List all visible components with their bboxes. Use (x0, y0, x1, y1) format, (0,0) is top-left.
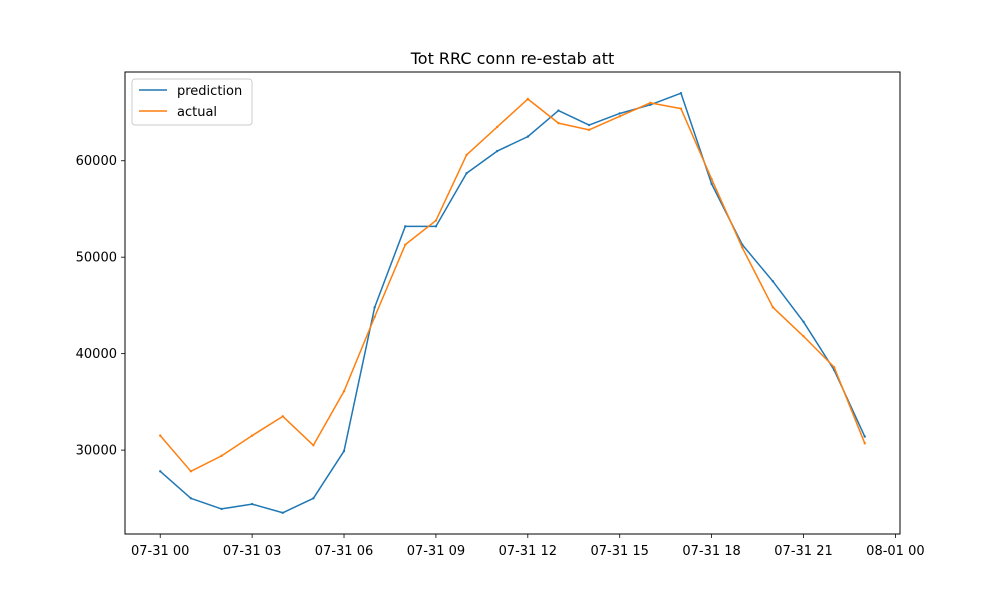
data-point-prediction (342, 449, 346, 453)
data-point-actual (373, 315, 376, 319)
data-point-prediction (802, 320, 805, 324)
plot-lines (159, 92, 866, 514)
x-tick-label: 07-31 03 (223, 544, 281, 559)
data-point-actual (649, 101, 652, 105)
data-point-actual (710, 177, 713, 181)
data-point-actual (679, 107, 683, 110)
x-tick-label: 07-31 21 (774, 544, 832, 559)
series-line-prediction (159, 92, 866, 514)
data-point-prediction (526, 135, 530, 138)
data-point-actual (832, 365, 836, 369)
data-point-prediction (373, 306, 376, 309)
data-point-actual (526, 97, 530, 101)
data-point-prediction (557, 109, 560, 112)
data-point-prediction (771, 280, 775, 283)
data-point-actual (159, 434, 162, 437)
data-point-prediction (404, 225, 407, 228)
data-point-actual (312, 444, 315, 447)
data-point-actual (618, 115, 621, 118)
data-point-prediction (495, 149, 499, 153)
x-tick-label: 07-31 15 (590, 544, 648, 559)
x-tick-label: 07-31 12 (499, 544, 557, 559)
data-point-prediction (250, 502, 254, 506)
data-point-actual (863, 442, 866, 445)
data-point-prediction (618, 112, 621, 115)
y-axis: 30000 40000 50000 60000 (76, 154, 125, 459)
data-point-actual (189, 470, 193, 473)
data-point-actual (342, 390, 346, 393)
plot-frame (124, 71, 901, 535)
x-tick-label: 08-01 00 (866, 544, 924, 559)
data-point-prediction (710, 182, 713, 186)
data-point-prediction (649, 103, 652, 106)
y-tick-label: 30000 (76, 444, 117, 459)
data-point-actual (802, 335, 805, 338)
data-point-prediction (281, 511, 284, 514)
y-tick-label: 40000 (76, 347, 117, 362)
y-tick-label: 50000 (76, 251, 117, 266)
x-axis: 07-31 00 07-31 03 07-31 06 07-31 09 07-31 12… (131, 534, 925, 559)
data-point-prediction (587, 123, 591, 127)
data-point-actual (495, 125, 499, 129)
data-point-actual (587, 128, 591, 132)
legend-label-prediction: prediction (177, 84, 242, 99)
data-point-prediction (465, 172, 468, 175)
data-point-actual (771, 306, 775, 309)
legend-label-actual: actual (177, 105, 217, 120)
data-point-prediction (220, 507, 223, 511)
x-tick-label: 07-31 00 (131, 544, 189, 559)
data-point-prediction (863, 435, 866, 438)
data-point-actual (434, 219, 438, 222)
data-point-actual (281, 415, 284, 418)
x-tick-label: 07-31 06 (315, 544, 373, 559)
data-point-actual (557, 121, 560, 125)
chart-title: Tot RRC conn re-estab att (410, 49, 615, 68)
series-line-actual (159, 98, 866, 473)
legend: prediction actual (131, 78, 253, 126)
data-point-actual (404, 243, 407, 246)
data-point-prediction (312, 497, 315, 500)
x-tick-label: 07-31 18 (682, 544, 740, 559)
data-point-prediction (189, 497, 193, 500)
data-point-prediction (679, 92, 683, 95)
data-point-prediction (159, 470, 162, 473)
data-point-prediction (434, 225, 438, 228)
data-point-actual (220, 454, 223, 458)
data-point-actual (250, 434, 254, 437)
data-point-actual (465, 153, 468, 157)
data-point-actual (741, 246, 744, 249)
y-tick-label: 60000 (76, 154, 117, 169)
x-tick-label: 07-31 09 (407, 544, 465, 559)
